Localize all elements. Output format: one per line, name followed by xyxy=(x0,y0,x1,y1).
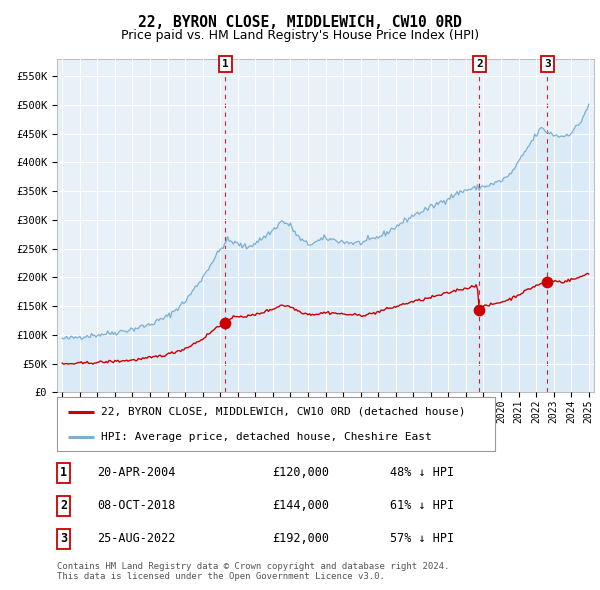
Text: 3: 3 xyxy=(60,532,67,546)
Text: HPI: Average price, detached house, Cheshire East: HPI: Average price, detached house, Ches… xyxy=(101,432,431,442)
Text: 08-OCT-2018: 08-OCT-2018 xyxy=(97,499,176,513)
Text: £144,000: £144,000 xyxy=(272,499,329,513)
Text: 22, BYRON CLOSE, MIDDLEWICH, CW10 0RD: 22, BYRON CLOSE, MIDDLEWICH, CW10 0RD xyxy=(138,15,462,30)
Text: 57% ↓ HPI: 57% ↓ HPI xyxy=(390,532,454,546)
Text: 1: 1 xyxy=(60,466,67,480)
Text: 2: 2 xyxy=(60,499,67,513)
Text: £120,000: £120,000 xyxy=(272,466,329,480)
Text: 61% ↓ HPI: 61% ↓ HPI xyxy=(390,499,454,513)
Point xyxy=(475,305,484,314)
Text: 2: 2 xyxy=(476,59,483,69)
Text: 1: 1 xyxy=(222,59,229,69)
Text: £192,000: £192,000 xyxy=(272,532,329,546)
Text: Contains HM Land Registry data © Crown copyright and database right 2024.
This d: Contains HM Land Registry data © Crown c… xyxy=(57,562,449,581)
Text: 20-APR-2004: 20-APR-2004 xyxy=(97,466,176,480)
Text: 48% ↓ HPI: 48% ↓ HPI xyxy=(390,466,454,480)
Point xyxy=(221,319,230,328)
Text: 25-AUG-2022: 25-AUG-2022 xyxy=(97,532,176,546)
Point xyxy=(542,277,552,287)
Text: 3: 3 xyxy=(544,59,551,69)
Text: Price paid vs. HM Land Registry's House Price Index (HPI): Price paid vs. HM Land Registry's House … xyxy=(121,30,479,42)
Text: 22, BYRON CLOSE, MIDDLEWICH, CW10 0RD (detached house): 22, BYRON CLOSE, MIDDLEWICH, CW10 0RD (d… xyxy=(101,407,466,417)
